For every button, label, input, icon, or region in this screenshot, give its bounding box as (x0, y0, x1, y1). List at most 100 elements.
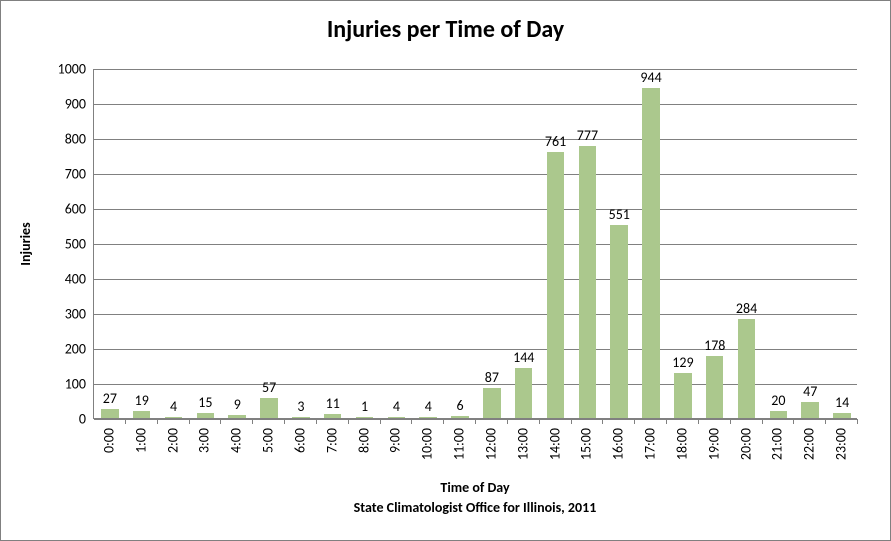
y-tick-label: 1000 (36, 61, 86, 78)
x-tick (411, 419, 412, 424)
bar-value-label: 3 (297, 398, 304, 415)
bar (356, 417, 374, 418)
x-tick-label: 20:00 (737, 428, 754, 460)
bar-value-label: 761 (545, 133, 566, 150)
bar (833, 413, 851, 418)
x-tick-label: 14:00 (546, 428, 563, 460)
x-tick-label: 6:00 (291, 428, 308, 453)
chart-title: Injuries per Time of Day (1, 15, 890, 44)
bar (483, 388, 501, 418)
bar-value-label: 9 (234, 396, 241, 413)
x-tick (443, 419, 444, 424)
gridline (94, 209, 857, 210)
bar-value-label: 87 (485, 369, 499, 386)
y-tick-label: 800 (36, 131, 86, 148)
gridline (94, 244, 857, 245)
bar-value-label: 129 (672, 354, 693, 371)
gridline (94, 139, 857, 140)
bar (419, 417, 437, 418)
bar-value-label: 551 (609, 206, 630, 223)
x-tick (571, 419, 572, 424)
bar (324, 414, 342, 418)
y-tick-label: 300 (36, 306, 86, 323)
x-tick-label: 10:00 (419, 428, 436, 460)
x-tick-label: 5:00 (260, 428, 277, 453)
bar (674, 373, 692, 418)
x-tick (857, 419, 858, 424)
x-tick (507, 419, 508, 424)
bar-value-label: 4 (170, 398, 177, 415)
x-tick-label: 2:00 (164, 428, 181, 453)
x-tick (666, 419, 667, 424)
chart-subtitle: State Climatologist Office for Illinois,… (93, 499, 857, 516)
x-tick (475, 419, 476, 424)
y-tick-label: 700 (36, 166, 86, 183)
y-tick-label: 900 (36, 96, 86, 113)
x-tick (698, 419, 699, 424)
x-tick (730, 419, 731, 424)
x-tick-label: 7:00 (323, 428, 340, 453)
bar-value-label: 178 (704, 337, 725, 354)
x-tick-label: 0:00 (100, 428, 117, 453)
bar-value-label: 19 (135, 392, 149, 409)
x-tick-label: 18:00 (673, 428, 690, 460)
y-tick-label: 200 (36, 341, 86, 358)
bar (388, 417, 406, 418)
bar-value-label: 15 (198, 394, 212, 411)
bar (292, 417, 310, 418)
x-tick (157, 419, 158, 424)
x-tick-label: 23:00 (833, 428, 850, 460)
x-tick (252, 419, 253, 424)
bar (165, 417, 183, 418)
bar-value-label: 11 (326, 395, 340, 412)
x-tick (316, 419, 317, 424)
y-axis-title: Injuries (17, 222, 34, 265)
x-tick-label: 1:00 (132, 428, 149, 453)
bar (579, 146, 597, 418)
x-axis-title: Time of Day (93, 479, 857, 496)
x-tick (825, 419, 826, 424)
bar-value-label: 57 (262, 379, 276, 396)
bar-value-label: 284 (736, 300, 757, 317)
bar (515, 368, 533, 418)
x-tick-label: 11:00 (451, 428, 468, 460)
bar (133, 411, 151, 418)
bar-value-label: 944 (640, 69, 661, 86)
bar (228, 415, 246, 418)
bar-value-label: 20 (771, 392, 785, 409)
x-tick (539, 419, 540, 424)
x-tick (380, 419, 381, 424)
x-tick-label: 9:00 (387, 428, 404, 453)
x-tick-label: 22:00 (801, 428, 818, 460)
x-tick-label: 8:00 (355, 428, 372, 453)
gridline (94, 279, 857, 280)
bar (801, 402, 819, 418)
x-tick-label: 19:00 (705, 428, 722, 460)
x-tick (220, 419, 221, 424)
bar-value-label: 14 (835, 394, 849, 411)
bar (642, 88, 660, 418)
bar (197, 413, 215, 418)
gridline (94, 69, 857, 70)
bar (451, 416, 469, 418)
bar-value-label: 27 (103, 390, 117, 407)
y-tick-label: 600 (36, 201, 86, 218)
chart-container: Injuries per Time of Day Injuries 27 19 4 1… (0, 0, 891, 541)
bar-value-label: 47 (803, 383, 817, 400)
bar-value-label: 777 (577, 127, 598, 144)
y-tick-label: 100 (36, 376, 86, 393)
x-tick-label: 17:00 (642, 428, 659, 460)
x-tick (125, 419, 126, 424)
x-tick-label: 16:00 (610, 428, 627, 460)
x-tick (602, 419, 603, 424)
x-tick-label: 12:00 (482, 428, 499, 460)
x-tick (793, 419, 794, 424)
bar (260, 398, 278, 418)
gridline (94, 104, 857, 105)
x-tick-label: 13:00 (514, 428, 531, 460)
bar (738, 319, 756, 418)
x-tick (762, 419, 763, 424)
x-tick (634, 419, 635, 424)
x-tick (348, 419, 349, 424)
x-tick-label: 4:00 (228, 428, 245, 453)
